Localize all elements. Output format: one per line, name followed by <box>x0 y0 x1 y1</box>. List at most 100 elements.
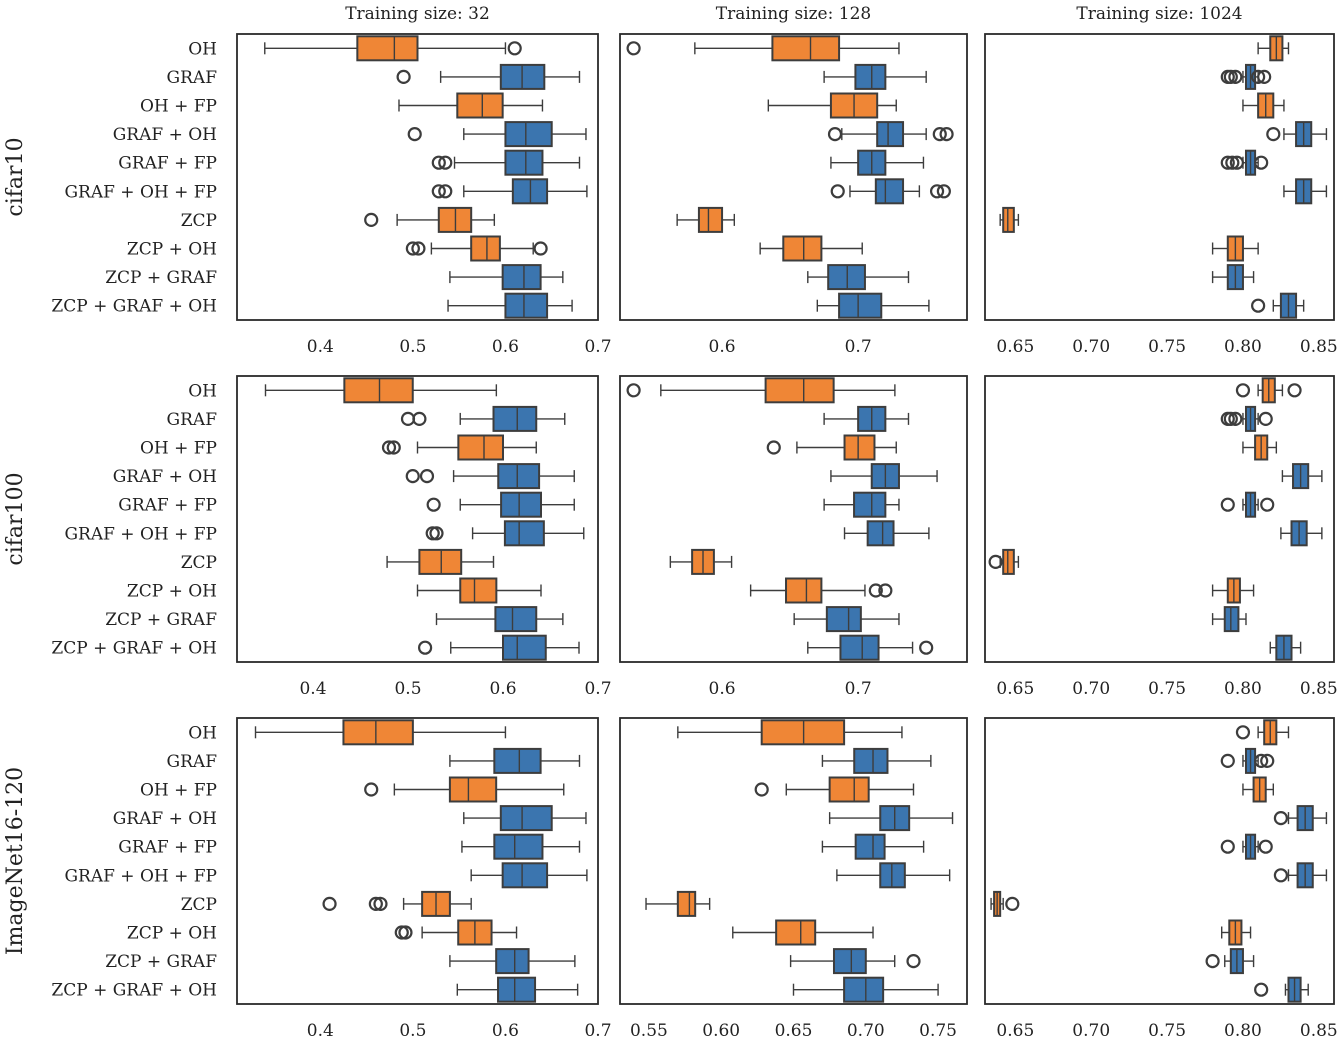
category-label: ZCP <box>181 895 217 915</box>
box-iqr <box>495 948 530 975</box>
box-oh <box>264 377 498 404</box>
category-label: ZCP + GRAF + OH <box>51 981 217 1001</box>
column-title: Training size: 1024 <box>1076 4 1242 24</box>
outlier-point <box>418 640 433 655</box>
box-oh <box>264 35 522 62</box>
outlier-point <box>405 241 420 256</box>
outlier-point <box>939 127 954 142</box>
box-zcp-graf-oh <box>447 292 573 319</box>
box-zcp <box>676 206 736 233</box>
outlier-point <box>322 896 337 912</box>
box-oh <box>254 719 507 746</box>
outlier-point <box>407 127 422 142</box>
box-iqr <box>828 776 870 803</box>
box-iqr <box>497 976 537 1003</box>
panel-r1-c1: 0.6 0.7 <box>619 375 968 699</box>
panel-r2-c1: 0.55 0.60 0.65 0.70 0.75 <box>619 717 968 1041</box>
outlier-point <box>1260 753 1275 769</box>
box-graf <box>396 63 581 90</box>
box-graf <box>1220 747 1275 774</box>
box-oh <box>626 35 900 62</box>
outlier-point <box>429 526 444 541</box>
x-tick-label: 0.60 <box>702 1021 740 1041</box>
outlier-point <box>396 69 411 85</box>
box-graf-fp <box>1220 833 1273 860</box>
panel-frame <box>236 33 599 321</box>
outlier-point <box>1235 725 1251 740</box>
box-iqr <box>825 606 862 633</box>
box-zcp-graf <box>1211 264 1255 291</box>
box-oh <box>626 377 896 404</box>
box-iqr <box>876 121 905 148</box>
box-iqr <box>459 577 498 604</box>
x-tick-label: 0.6 <box>709 337 736 357</box>
outlier-point <box>431 155 446 170</box>
box-iqr <box>879 862 906 889</box>
box-iqr <box>771 35 841 62</box>
outlier-point <box>988 554 1003 570</box>
box-graf-oh-fp <box>843 520 930 547</box>
box-graf-oh <box>1273 805 1328 832</box>
box-zcp-oh <box>405 235 548 262</box>
outlier-point <box>1220 753 1235 769</box>
category-label: OH + FP <box>140 781 217 801</box>
outlier-point <box>1205 953 1220 969</box>
column-title: Training size: 128 <box>716 4 871 24</box>
box-iqr <box>502 634 547 661</box>
category-label: ZCP <box>181 553 217 573</box>
x-tick-label: 0.5 <box>399 337 426 357</box>
x-tick-label: 0.70 <box>1072 679 1110 699</box>
category-label: ZCP + GRAF + OH <box>51 297 217 317</box>
box-iqr <box>775 919 817 946</box>
panel-frame <box>236 375 599 663</box>
outlier-point <box>626 41 641 56</box>
x-tick-label: 0.7 <box>584 1021 611 1041</box>
box-zcp-oh <box>394 919 518 946</box>
panel-frame <box>984 375 1335 663</box>
category-label: GRAF <box>167 68 218 88</box>
x-tick-label: 0.80 <box>1224 337 1262 357</box>
outlier-point <box>381 440 397 455</box>
box-graf-oh-fp <box>425 520 585 547</box>
category-label: ZCP + GRAF + OH <box>51 639 217 659</box>
box-zcp <box>669 548 733 575</box>
box-iqr <box>448 776 498 803</box>
box-graf-oh <box>407 121 587 148</box>
box-iqr <box>832 948 867 975</box>
outlier-point <box>411 241 426 256</box>
category-label: OH + FP <box>140 439 217 459</box>
outlier-point <box>936 184 951 199</box>
outlier-point <box>398 925 413 940</box>
box-zcp <box>988 548 1020 575</box>
outlier-point <box>405 469 420 484</box>
outlier-point <box>754 782 769 797</box>
box-iqr <box>456 92 504 119</box>
box-oh <box>677 719 903 746</box>
box-graf <box>400 405 566 432</box>
box-iqr <box>854 63 887 90</box>
box-iqr <box>504 149 544 176</box>
x-tick-label: 0.65 <box>996 679 1034 699</box>
box-iqr <box>493 833 544 860</box>
box-iqr <box>501 862 549 889</box>
box-zcp-graf <box>1205 948 1255 975</box>
box-graf-fp <box>431 149 581 176</box>
outlier-point <box>1220 497 1235 512</box>
box-zcp-oh <box>416 577 542 604</box>
box-zcp <box>364 206 496 233</box>
box-zcp-oh <box>1211 577 1255 604</box>
panel-r1-c2: 0.65 0.70 0.75 0.80 0.85 <box>984 375 1338 699</box>
box-iqr <box>853 491 887 518</box>
box-iqr <box>342 719 414 746</box>
box-iqr <box>1002 548 1015 575</box>
outlier-point <box>1254 753 1269 769</box>
box-graf-fp <box>823 491 900 518</box>
box-iqr <box>470 235 501 262</box>
box-graf-oh-fp <box>1280 520 1323 547</box>
box-graf-oh <box>830 463 938 490</box>
category-label: ZCP + GRAF <box>105 610 217 630</box>
outlier-point <box>830 184 845 199</box>
box-iqr <box>764 377 835 404</box>
x-tick-label: 0.65 <box>775 1021 813 1041</box>
outlier-point <box>1223 411 1238 426</box>
